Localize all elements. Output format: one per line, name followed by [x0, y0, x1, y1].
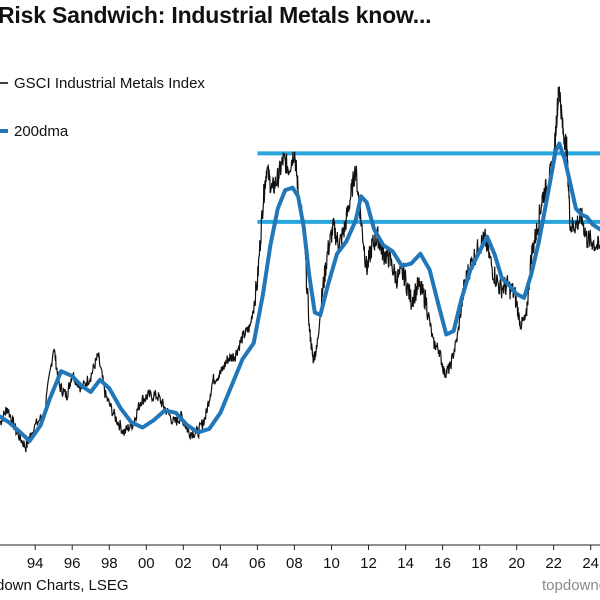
footer-brand: topdownc — [542, 577, 600, 594]
x-tick-label: 98 — [101, 555, 118, 572]
x-tick-label: 12 — [360, 555, 377, 572]
footer-source: down Charts, LSEG — [0, 577, 129, 594]
x-tick-label: 96 — [64, 555, 81, 572]
x-tick-label: 14 — [397, 555, 414, 572]
chart-title: Risk Sandwich: Industrial Metals know... — [0, 2, 432, 28]
x-tick-label: 22 — [545, 555, 562, 572]
x-axis-ticks: 94 96 98 00 02 04 06 08 10 12 14 16 18 20 22 24 — [27, 545, 599, 572]
x-tick-label: 08 — [286, 555, 303, 572]
series-line-200dma — [0, 141, 600, 443]
series-layer — [0, 86, 600, 453]
x-tick-label: 94 — [27, 555, 44, 572]
legend-label-200dma: 200dma — [14, 123, 69, 140]
x-tick-label: 20 — [508, 555, 525, 572]
x-tick-label: 02 — [175, 555, 192, 572]
x-tick-label: 00 — [138, 555, 155, 572]
series-line-gsci-index — [0, 86, 600, 453]
x-tick-label: 24 — [582, 555, 599, 572]
x-tick-label: 04 — [212, 555, 229, 572]
x-tick-label: 18 — [471, 555, 488, 572]
legend-label-index: GSCI Industrial Metals Index — [14, 75, 205, 92]
x-tick-label: 06 — [249, 555, 266, 572]
x-tick-label: 10 — [323, 555, 340, 572]
x-tick-label: 16 — [434, 555, 451, 572]
legend: GSCI Industrial Metals Index 200dma — [0, 75, 205, 140]
